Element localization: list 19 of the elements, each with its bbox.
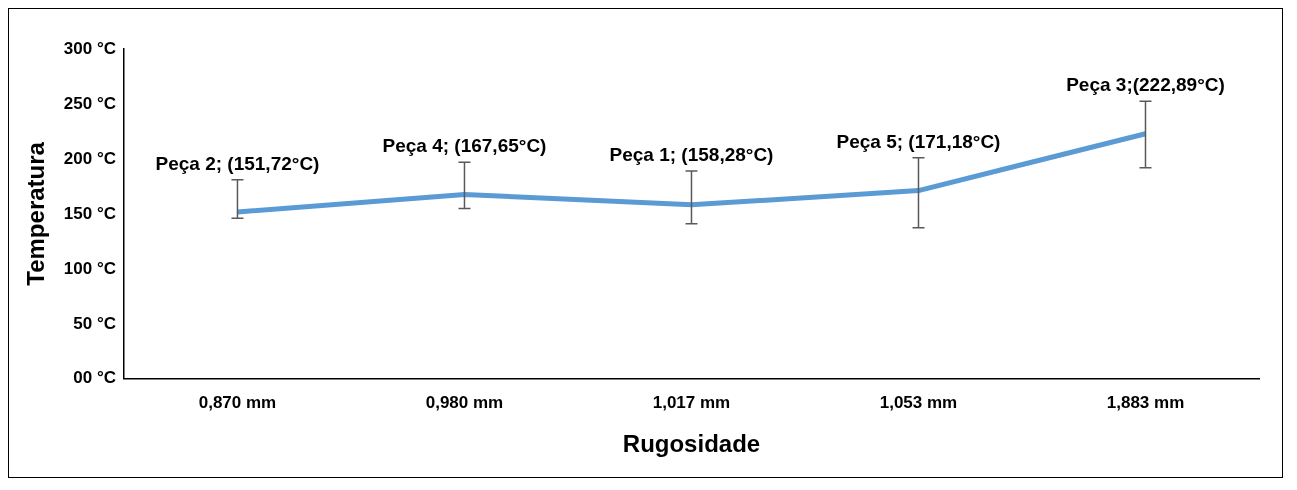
x-axis-title: Rugosidade	[622, 430, 761, 458]
data-label: Peça 4; (167,65°C)	[382, 134, 547, 156]
y-tick-label: 00 °C	[73, 368, 116, 388]
x-tick-label: 1,017 mm	[652, 392, 731, 412]
x-tick-label: 0,980 mm	[425, 392, 504, 412]
y-tick-label: 50 °C	[73, 313, 116, 333]
y-tick-label: 300 °C	[63, 38, 116, 58]
y-tick-label: 250 °C	[63, 93, 116, 113]
data-label: Peça 1; (158,28°C)	[609, 143, 774, 165]
data-label: Peça 3;(222,89°C)	[1066, 73, 1225, 95]
x-tick-label: 1,053 mm	[879, 392, 958, 412]
y-axis-title: Temperatura	[22, 141, 50, 286]
y-tick-label: 100 °C	[63, 258, 116, 278]
data-label: Peça 5; (171,18°C)	[836, 130, 1001, 152]
data-label: Peça 2; (151,72°C)	[155, 152, 320, 174]
x-tick-label: 0,870 mm	[198, 392, 277, 412]
y-tick-label: 150 °C	[63, 203, 116, 223]
x-tick-label: 1,883 mm	[1106, 392, 1185, 412]
y-tick-label: 200 °C	[63, 148, 116, 168]
